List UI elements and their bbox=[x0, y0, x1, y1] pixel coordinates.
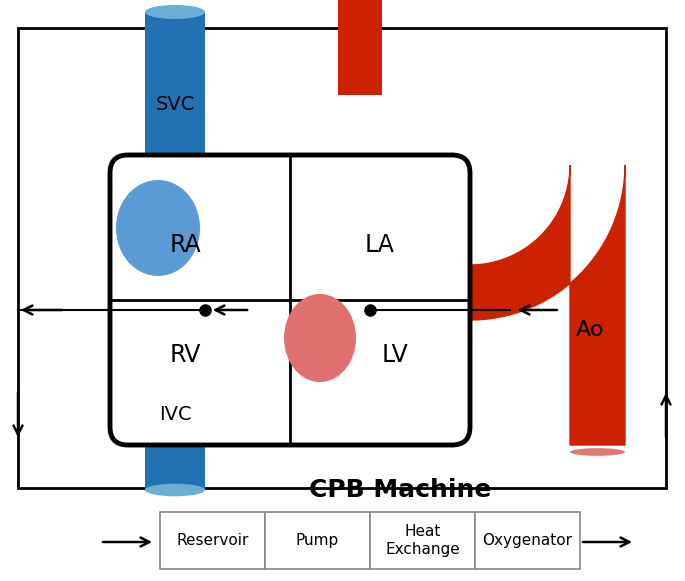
Bar bbox=[370, 512, 475, 569]
FancyBboxPatch shape bbox=[110, 155, 470, 445]
Text: RA: RA bbox=[169, 233, 201, 257]
Text: IVC: IVC bbox=[159, 406, 191, 425]
Text: Oxygenator: Oxygenator bbox=[482, 533, 573, 548]
Ellipse shape bbox=[145, 484, 205, 496]
Bar bbox=[160, 512, 265, 569]
Polygon shape bbox=[315, 165, 625, 445]
Bar bbox=[265, 512, 370, 569]
Text: SVC: SVC bbox=[155, 95, 195, 114]
Bar bbox=[338, 0, 382, 95]
Ellipse shape bbox=[116, 180, 200, 276]
Text: Pump: Pump bbox=[296, 533, 339, 548]
Text: Reservoir: Reservoir bbox=[176, 533, 249, 548]
Ellipse shape bbox=[570, 448, 625, 456]
Text: Heat
Exchange: Heat Exchange bbox=[385, 524, 460, 557]
Text: LV: LV bbox=[382, 343, 408, 367]
Bar bbox=[18, 28, 666, 488]
Bar bbox=[145, 12, 205, 310]
Text: CPB Machine: CPB Machine bbox=[309, 478, 491, 502]
Ellipse shape bbox=[145, 303, 205, 317]
Bar bbox=[475, 512, 580, 569]
Ellipse shape bbox=[145, 5, 205, 19]
Text: LA: LA bbox=[365, 233, 395, 257]
Bar bbox=[145, 310, 205, 490]
Ellipse shape bbox=[284, 294, 356, 382]
Text: Ao: Ao bbox=[576, 320, 604, 340]
Text: RV: RV bbox=[169, 343, 201, 367]
